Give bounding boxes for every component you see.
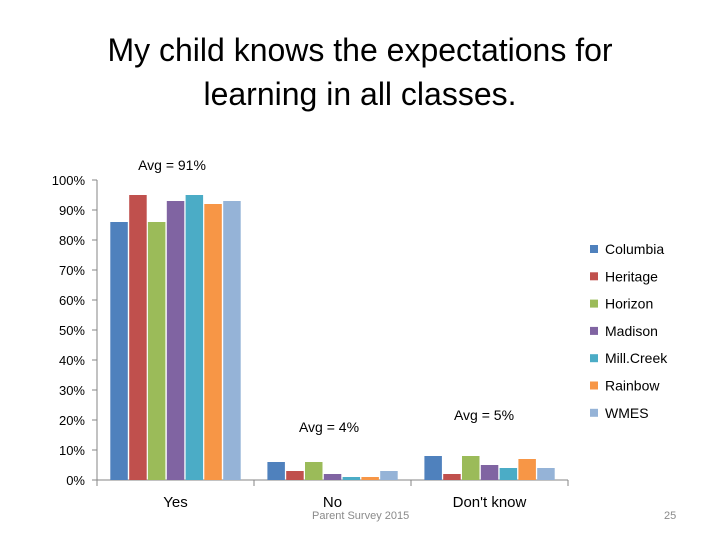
y-tick-label: 60% (59, 293, 85, 308)
bar-wmes (380, 471, 398, 480)
avg-annotation: Avg = 91% (138, 157, 206, 173)
legend-label: Madison (605, 323, 658, 339)
chart-legend: Columbia Heritage Horizon Madison Mill.Creek… (590, 241, 668, 421)
bar-wmes (537, 468, 555, 480)
slide-title: My child knows the expectations for lear… (107, 32, 613, 112)
bar-horizon (305, 462, 323, 480)
y-tick-label: 50% (59, 323, 85, 338)
bar-mill-creek (499, 468, 518, 480)
legend-label: Rainbow (605, 378, 660, 394)
avg-annotation: Avg = 4% (299, 419, 359, 435)
bar-horizon (147, 222, 166, 480)
footer-text: Parent Survey 2015 (312, 510, 410, 522)
x-category-label: No (323, 494, 342, 511)
bar-wmes (223, 201, 241, 480)
bar-heritage (129, 195, 147, 480)
legend-label: Columbia (605, 241, 664, 257)
chart-bars (110, 195, 555, 480)
bar-heritage (443, 474, 461, 480)
chart-labels: 0% 10% 20% 30% 40% 50% 60% 70% 80% 90% 100% Yes No Do… (52, 157, 527, 511)
legend-swatch (590, 408, 598, 417)
legend-label: WMES (605, 405, 649, 421)
legend-swatch (590, 245, 598, 253)
bar-mill-creek (185, 195, 204, 480)
legend-swatch (590, 326, 598, 335)
bar-madison (323, 474, 342, 480)
legend-label: Horizon (605, 296, 653, 312)
bar-rainbow (518, 459, 536, 480)
y-tick-label: 0% (66, 473, 85, 488)
y-tick-label: 20% (59, 413, 85, 428)
avg-annotation: Avg = 5% (454, 407, 514, 423)
bar-mill-creek (342, 477, 361, 480)
slide-number: 25 (664, 510, 677, 522)
x-category-label: Don't know (453, 494, 527, 511)
y-tick-label: 80% (59, 233, 85, 248)
bar-madison (166, 201, 185, 480)
legend-swatch (590, 354, 598, 363)
bar-rainbow (204, 204, 222, 480)
y-tick-label: 70% (59, 263, 85, 278)
y-tick-label: 100% (52, 173, 86, 188)
y-tick-label: 30% (59, 383, 85, 398)
legend-swatch (590, 299, 598, 308)
x-category-label: Yes (163, 494, 187, 511)
legend-swatch (590, 381, 598, 390)
y-tick-label: 90% (59, 203, 85, 218)
bar-heritage (286, 471, 304, 480)
bar-columbia (110, 222, 128, 480)
bar-horizon (462, 456, 480, 480)
legend-label: Heritage (605, 268, 658, 284)
bar-columbia (424, 456, 442, 480)
bar-rainbow (361, 477, 379, 480)
legend-swatch (590, 272, 598, 281)
legend-label: Mill.Creek (605, 350, 668, 366)
bar-madison (480, 465, 499, 480)
bar-columbia (267, 462, 285, 480)
y-tick-label: 40% (59, 353, 85, 368)
y-tick-label: 10% (59, 443, 85, 458)
